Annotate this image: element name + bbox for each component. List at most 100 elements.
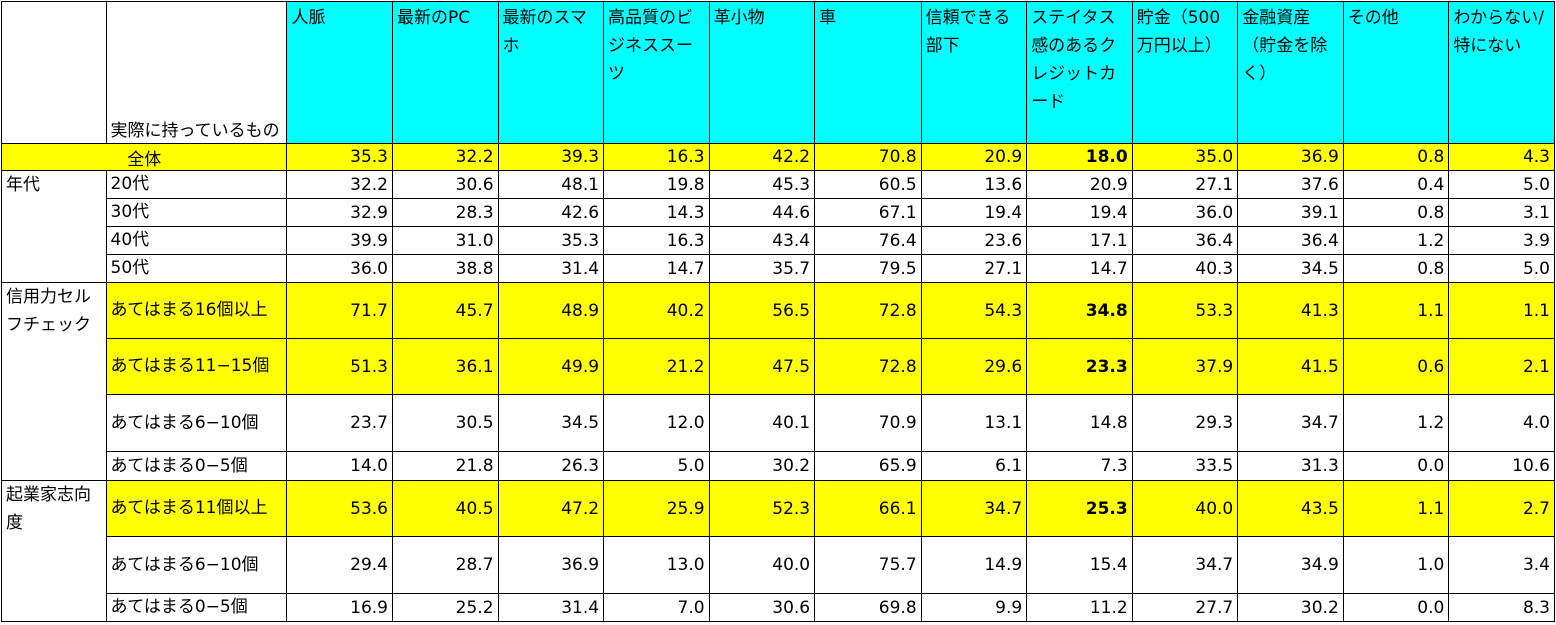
value-cell: 39.3	[497, 143, 605, 171]
row-label: 40代	[105, 226, 288, 255]
value-cell: 48.9	[497, 282, 605, 339]
value-cell: 43.5	[1237, 480, 1344, 537]
value-cell: 25.2	[391, 593, 499, 622]
value-cell: 30.2	[708, 451, 816, 481]
value-cell: 54.3	[920, 282, 1028, 339]
value-cell: 0.8	[1342, 143, 1450, 171]
value-cell: 20.9	[920, 143, 1028, 171]
table-row: あてはまる11−15個 51.3 36.1 49.9 21.2 47.5 72.8 29.6 2…	[2, 338, 1555, 395]
value-cell: 60.5	[814, 170, 922, 199]
value-cell: 41.5	[1237, 338, 1344, 395]
corner-label: 実際に持っているもの（%）	[105, 1, 288, 144]
value-cell: 1.1	[1448, 282, 1555, 339]
value-cell: 71.7	[286, 282, 393, 339]
value-cell: 45.7	[391, 282, 499, 339]
value-cell: 53.3	[1131, 282, 1239, 339]
value-cell: 26.3	[497, 451, 605, 481]
total-label: 全体	[0, 143, 288, 171]
category-label: 年代	[1, 170, 107, 283]
value-cell: 1.2	[1342, 226, 1450, 255]
value-cell: 30.5	[391, 394, 499, 452]
value-cell: 34.7	[920, 480, 1028, 537]
row-label: あてはまる0−5個	[105, 593, 288, 622]
row-label: あてはまる6−10個	[105, 536, 288, 594]
value-cell: 14.9	[920, 536, 1028, 594]
value-cell: 16.3	[603, 143, 710, 171]
table-row: 50代 36.0 38.8 31.4 14.7 35.7 79.5 27.1 14.7 40.3 3…	[2, 254, 1555, 283]
value-cell: 25.3	[1026, 480, 1133, 537]
value-cell: 0.4	[1342, 170, 1450, 199]
value-cell: 27.1	[920, 254, 1028, 283]
column-header: 貯金（500万円以上）	[1131, 1, 1239, 144]
value-cell: 9.9	[920, 593, 1028, 622]
value-cell: 0.8	[1342, 254, 1450, 283]
value-cell: 31.0	[391, 226, 499, 255]
value-cell: 13.1	[920, 394, 1028, 452]
column-header: わからない/特にない	[1448, 1, 1555, 144]
row-label: あてはまる11個以上	[105, 480, 288, 537]
value-cell: 35.3	[286, 143, 393, 171]
value-cell: 20.9	[1026, 170, 1133, 199]
value-cell: 35.7	[708, 254, 816, 283]
value-cell: 3.1	[1448, 198, 1555, 227]
value-cell: 30.6	[708, 593, 816, 622]
value-cell: 4.0	[1448, 394, 1555, 452]
value-cell: 3.9	[1448, 226, 1555, 255]
header-blank-cell	[1, 1, 107, 144]
value-cell: 40.3	[1131, 254, 1239, 283]
value-cell: 34.7	[1131, 536, 1239, 594]
column-header: 高品質のビジネススーツ	[603, 1, 710, 144]
value-cell: 8.3	[1448, 593, 1555, 622]
value-cell: 79.5	[814, 254, 922, 283]
value-cell: 70.8	[814, 143, 922, 171]
value-cell: 40.1	[708, 394, 816, 452]
value-cell: 75.7	[814, 536, 922, 594]
value-cell: 34.7	[1237, 394, 1344, 452]
value-cell: 13.6	[920, 170, 1028, 199]
value-cell: 31.4	[497, 254, 605, 283]
value-cell: 36.0	[1131, 198, 1239, 227]
value-cell: 12.0	[603, 394, 710, 452]
value-cell: 40.0	[708, 536, 816, 594]
value-cell: 32.2	[391, 143, 499, 171]
value-cell: 29.6	[920, 338, 1028, 395]
value-cell: 31.3	[1237, 451, 1344, 481]
value-cell: 43.4	[708, 226, 816, 255]
value-cell: 35.0	[1131, 143, 1239, 171]
value-cell: 72.8	[814, 338, 922, 395]
value-cell: 0.0	[1342, 451, 1450, 481]
value-cell: 52.3	[708, 480, 816, 537]
value-cell: 1.2	[1342, 394, 1450, 452]
row-label: 20代	[105, 170, 288, 199]
table-row: 40代 39.9 31.0 35.3 16.3 43.4 76.4 23.6 17.1 36.4 3…	[2, 226, 1555, 255]
header-row: 実際に持っているもの（%） 人脈 最新のPC 最新のスマホ 高品質のビジネススー…	[1, 1, 1555, 144]
value-cell: 23.7	[286, 394, 393, 452]
column-header: 信頼できる部下	[920, 1, 1028, 144]
value-cell: 19.4	[1026, 198, 1133, 227]
value-cell: 44.6	[708, 198, 816, 227]
value-cell: 13.0	[603, 536, 710, 594]
column-header: その他	[1342, 1, 1450, 144]
column-header: 最新のスマホ	[497, 1, 605, 144]
value-cell: 38.8	[391, 254, 499, 283]
value-cell: 0.0	[1342, 593, 1450, 622]
value-cell: 32.2	[286, 170, 393, 199]
value-cell: 39.1	[1237, 198, 1344, 227]
value-cell: 36.9	[1237, 143, 1344, 171]
value-cell: 4.3	[1448, 143, 1555, 171]
value-cell: 14.3	[603, 198, 710, 227]
value-cell: 28.3	[391, 198, 499, 227]
value-cell: 21.2	[603, 338, 710, 395]
value-cell: 1.0	[1342, 536, 1450, 594]
value-cell: 34.5	[497, 394, 605, 452]
value-cell: 70.9	[814, 394, 922, 452]
value-cell: 19.8	[603, 170, 710, 199]
table-row: あてはまる6−10個 23.7 30.5 34.5 12.0 40.1 70.9 13.1 14…	[2, 394, 1555, 452]
value-cell: 42.6	[497, 198, 605, 227]
value-cell: 37.6	[1237, 170, 1344, 199]
value-cell: 17.1	[1026, 226, 1133, 255]
value-cell: 3.4	[1448, 536, 1555, 594]
value-cell: 42.2	[708, 143, 816, 171]
value-cell: 41.3	[1237, 282, 1344, 339]
value-cell: 5.0	[1448, 170, 1555, 199]
